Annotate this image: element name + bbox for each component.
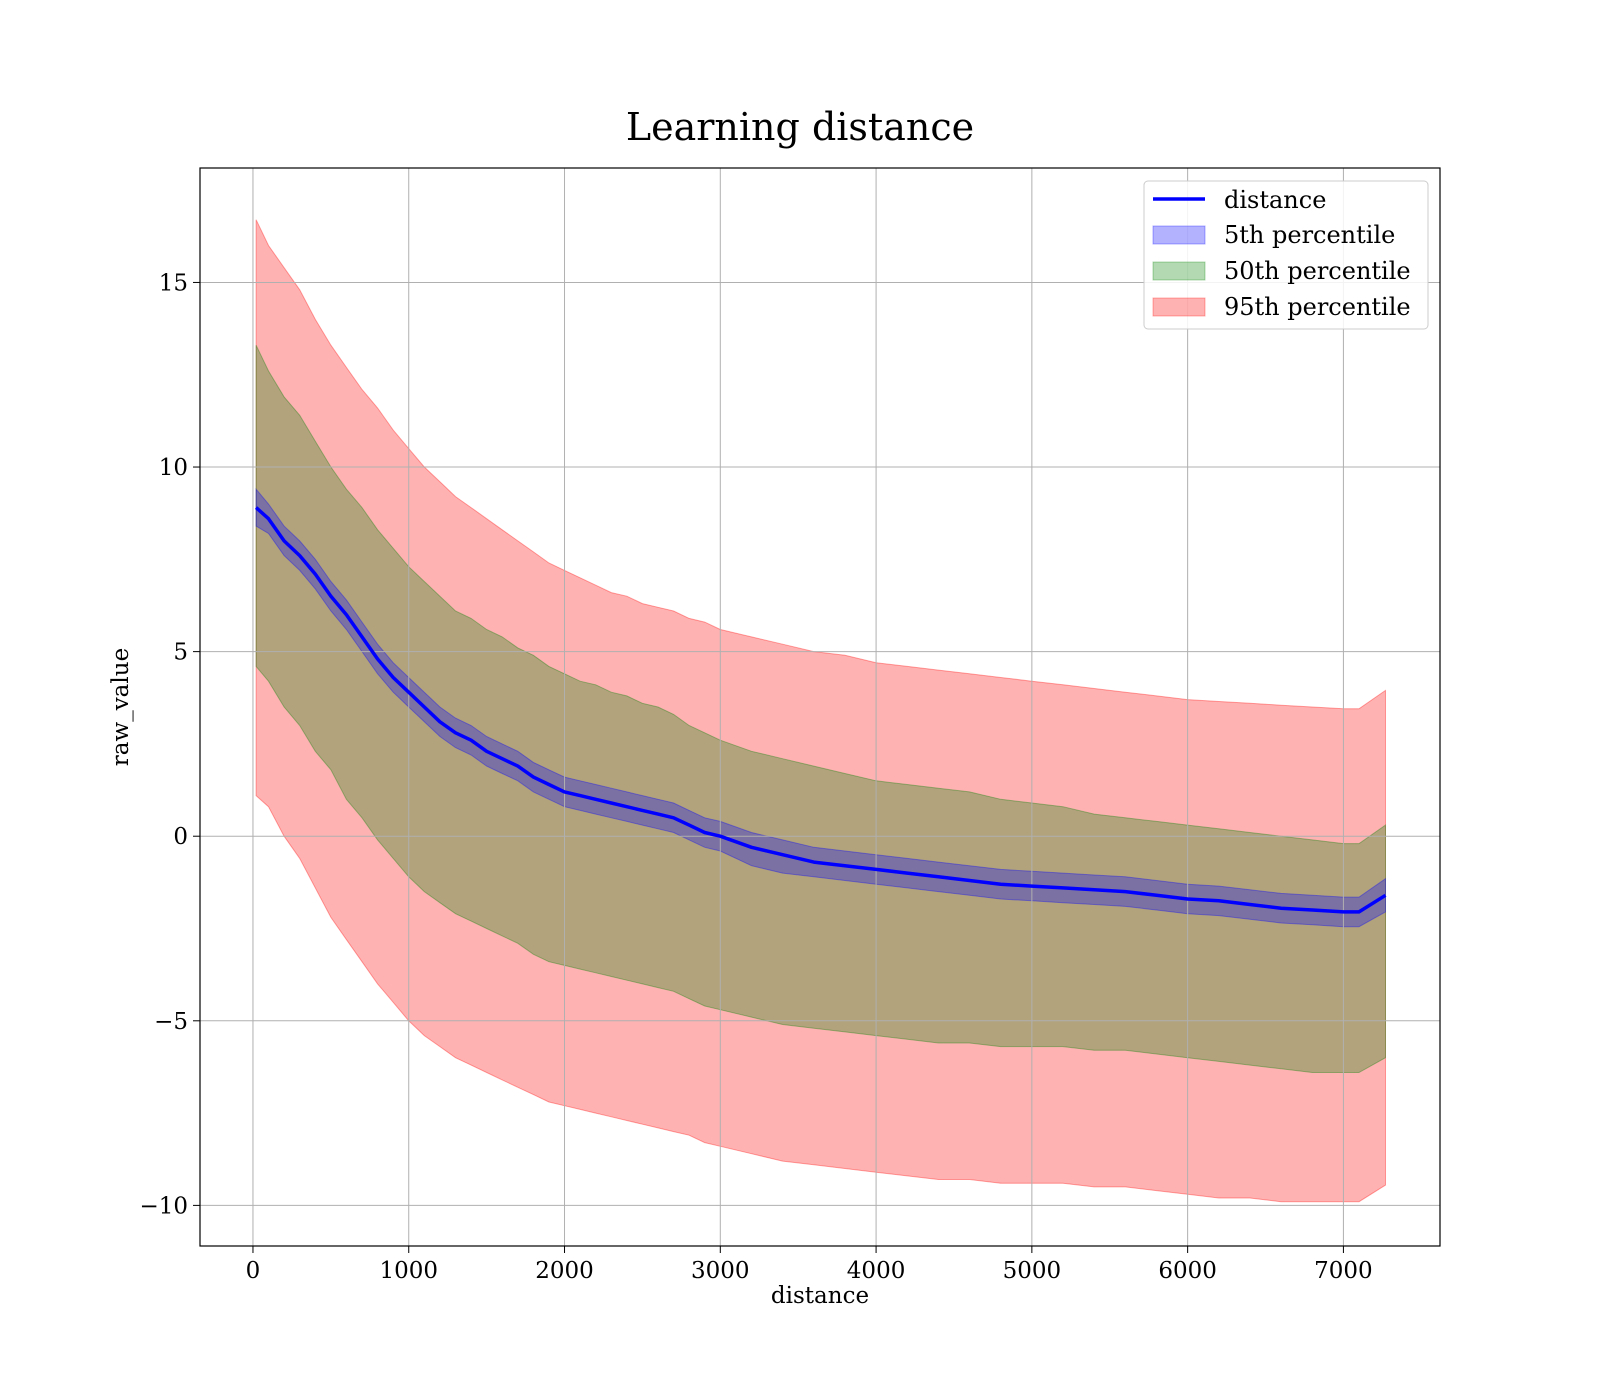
x-tick-label-1: 1000 <box>379 1258 438 1284</box>
y-tick-label-1: −5 <box>154 1009 188 1035</box>
y-tick-label-0: −10 <box>139 1193 188 1219</box>
series-line-distance <box>254 506 1387 914</box>
x-tick-label-7: 7000 <box>1314 1258 1373 1284</box>
x-ticks: 0 1000 2000 3000 4000 5000 6000 7000 <box>246 1246 1373 1284</box>
x-tick-label-6: 6000 <box>1158 1258 1217 1284</box>
legend-label-50th: 50th percentile <box>1224 257 1411 285</box>
chart-title: Learning distance <box>626 105 974 149</box>
x-tick-label-2: 2000 <box>535 1258 594 1284</box>
x-tick-label-4: 4000 <box>847 1258 906 1284</box>
grid <box>200 168 1440 1246</box>
legend-label-distance: distance <box>1224 186 1326 214</box>
legend-label-95th: 95th percentile <box>1224 293 1411 321</box>
band-5th-percentile <box>255 487 1386 928</box>
y-tick-label-2: 0 <box>173 824 188 850</box>
y-ticks: −10 −5 0 5 10 15 <box>139 270 200 1219</box>
x-tick-label-5: 5000 <box>1003 1258 1062 1284</box>
x-tick-label-0: 0 <box>246 1258 261 1284</box>
y-axis-label: raw_value <box>108 648 134 766</box>
x-tick-label-3: 3000 <box>691 1258 750 1284</box>
legend-frame <box>1143 180 1429 330</box>
plot-frame <box>199 167 1441 1247</box>
y-tick-label-5: 15 <box>159 270 188 296</box>
band-95th-percentile <box>255 219 1386 1203</box>
y-tick-label-4: 10 <box>159 455 188 481</box>
x-axis-label: distance <box>771 1283 869 1309</box>
legend-swatch-50th <box>1152 261 1206 281</box>
legend-swatch-5th <box>1152 225 1206 245</box>
legend-label-5th: 5th percentile <box>1224 221 1395 249</box>
legend-swatch-95th <box>1152 297 1206 317</box>
y-tick-label-3: 5 <box>173 640 188 666</box>
percentile-bands <box>255 219 1386 1203</box>
legend: distance 5th percentile 50th percentile … <box>1143 180 1429 330</box>
line-layer <box>254 506 1387 914</box>
